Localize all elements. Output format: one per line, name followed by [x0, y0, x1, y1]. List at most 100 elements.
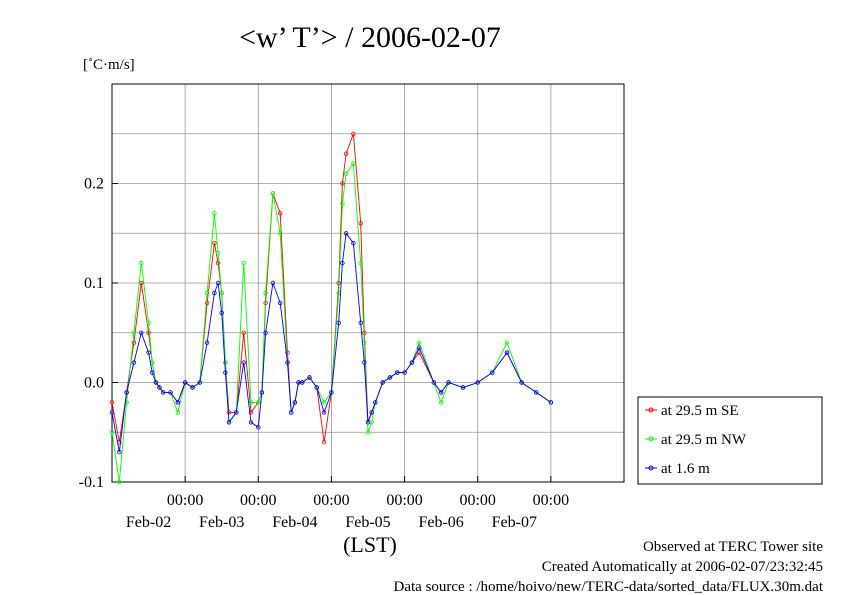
- data-point: [212, 211, 217, 216]
- data-point: [438, 390, 444, 395]
- data-point: [340, 201, 345, 206]
- data-point: [117, 479, 122, 485]
- data-point: [219, 290, 224, 296]
- data-point: [340, 181, 345, 186]
- data-point: [446, 380, 451, 385]
- data-point: [278, 300, 283, 306]
- data-point: [109, 430, 115, 435]
- data-point: [475, 380, 480, 385]
- series-3: [109, 231, 554, 455]
- data-point: [256, 400, 261, 405]
- data-point: [197, 380, 202, 385]
- data-point: [131, 340, 137, 345]
- data-point: [409, 360, 415, 365]
- x-time-tick-label: 00:00: [240, 492, 276, 509]
- data-point: [351, 161, 356, 166]
- data-point: [263, 290, 268, 296]
- data-point: [124, 390, 129, 395]
- data-point: [175, 410, 180, 415]
- data-point: [124, 400, 129, 405]
- data-point: [146, 330, 151, 335]
- data-point: [139, 260, 144, 266]
- data-point: [204, 340, 210, 345]
- x-time-tick-label: 00:00: [459, 492, 495, 509]
- footer-site: Observed at TERC Tower site: [643, 539, 823, 555]
- data-point: [438, 400, 444, 405]
- data-point: [175, 400, 180, 405]
- data-point: [504, 350, 510, 355]
- data-point: [278, 231, 283, 236]
- data-point: [270, 280, 276, 286]
- legend-swatch-marker: [648, 407, 654, 413]
- data-point: [215, 280, 221, 286]
- data-point: [358, 320, 363, 325]
- footer-data-source: Data source : /home/hoivo/new/TERC-data/…: [394, 579, 824, 595]
- data-point: [285, 360, 290, 365]
- data-point: [241, 330, 246, 335]
- data-point: [321, 400, 327, 405]
- y-tick-label: 0.2: [84, 176, 104, 193]
- data-point: [223, 370, 228, 375]
- data-point: [307, 375, 312, 380]
- data-point: [219, 310, 224, 316]
- data-point: [519, 380, 524, 385]
- x-time-tick-label: 00:00: [386, 492, 422, 509]
- data-point: [109, 400, 115, 405]
- data-point: [146, 350, 151, 355]
- y-tick-label: -0.1: [79, 474, 104, 491]
- data-point: [490, 370, 495, 375]
- series-layer: [109, 131, 554, 485]
- data-point: [259, 390, 265, 395]
- data-point: [460, 385, 466, 390]
- data-point: [248, 410, 254, 415]
- x-date-label: Feb-04: [272, 514, 317, 531]
- data-point: [336, 320, 341, 325]
- x-date-label: Feb-05: [345, 514, 390, 531]
- data-point: [168, 390, 173, 395]
- data-point: [160, 390, 166, 395]
- data-point: [256, 425, 261, 430]
- data-point: [369, 410, 374, 415]
- data-point: [234, 410, 239, 415]
- data-point: [248, 400, 254, 405]
- x-time-tick-label: 00:00: [167, 492, 203, 509]
- data-point: [241, 260, 246, 266]
- data-point: [182, 380, 188, 385]
- data-point: [548, 400, 554, 405]
- data-point: [504, 340, 510, 345]
- data-point: [534, 390, 539, 395]
- data-point: [223, 360, 228, 365]
- data-point: [248, 420, 254, 425]
- data-point: [351, 131, 356, 136]
- data-point: [380, 380, 385, 385]
- legend-label: at 29.5 m NW: [661, 432, 747, 448]
- data-point: [157, 385, 162, 390]
- data-point: [278, 211, 283, 216]
- data-point: [263, 330, 268, 335]
- legend-label: at 29.5 m SE: [661, 403, 739, 419]
- data-point: [215, 250, 221, 256]
- x-axis-ticks: 00:00 00:00 00:00 00:00 00:00 00:00 Feb-02 Feb-…: [126, 476, 569, 531]
- data-point: [289, 410, 294, 415]
- data-point: [226, 420, 232, 425]
- data-point: [146, 320, 151, 325]
- data-point: [292, 400, 298, 405]
- data-point: [149, 370, 155, 375]
- data-point: [109, 410, 115, 415]
- data-point: [131, 360, 137, 365]
- legend-box: [637, 396, 823, 485]
- data-point: [343, 231, 349, 236]
- data-point: [117, 449, 122, 455]
- chart-title: <w’ T’> / 2006-02-07: [239, 21, 501, 54]
- y-axis-unit-label: [˚C·m/s]: [83, 57, 135, 73]
- series-line: [111, 232, 552, 453]
- legend: at 29.5 m SE at 29.5 m NW at 1.6 m: [637, 396, 823, 485]
- x-date-label: Feb-02: [126, 514, 171, 531]
- data-point: [395, 370, 400, 375]
- data-point: [139, 330, 144, 335]
- data-point: [343, 171, 349, 176]
- x-time-tick-label: 00:00: [533, 492, 569, 509]
- data-point: [362, 360, 367, 365]
- data-point: [300, 380, 305, 385]
- x-date-label: Feb-06: [418, 514, 463, 531]
